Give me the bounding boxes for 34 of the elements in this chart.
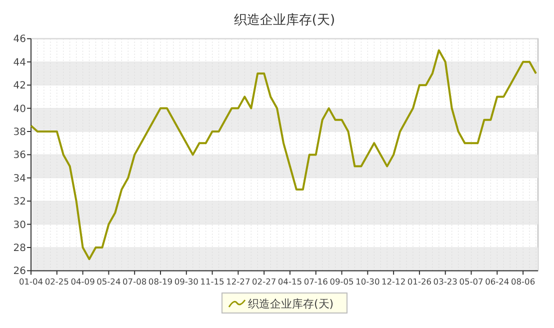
line-series: [30, 49, 537, 260]
x-tick-label: 12-12: [382, 276, 406, 287]
x-tick-label: 09-30: [174, 276, 198, 287]
x-tick-label: 05-07: [459, 276, 484, 287]
x-tick-label: 04-15: [278, 276, 302, 287]
x-tick-label: 07-16: [304, 276, 328, 287]
x-tick-label: 01-26: [407, 276, 432, 287]
chart-title: 织造企业库存(天): [234, 13, 336, 28]
y-tick-label: 34: [13, 173, 26, 184]
y-tick-label: 40: [13, 104, 26, 115]
x-tick-label: 05-24: [96, 276, 121, 287]
y-tick-label: 26: [13, 266, 26, 278]
x-tick-label: 10-30: [356, 276, 380, 287]
x-tick-label: 08-19: [148, 276, 173, 287]
x-tick-label: 07-08: [122, 276, 147, 287]
x-tick-label: 11-15: [200, 276, 224, 287]
legend-label: 织造企业库存(天): [248, 298, 334, 310]
x-tick-label: 02-25: [44, 276, 69, 287]
y-tick-label: 30: [13, 220, 26, 231]
y-tick-label: 44: [13, 57, 26, 68]
x-tick-label: 01-04: [18, 276, 44, 287]
x-tick-label: 08-06: [510, 276, 536, 287]
y-tick-label: 32: [13, 196, 26, 208]
x-tick-label: 12-27: [226, 276, 250, 287]
x-tick-label: 06-24: [485, 276, 510, 287]
x-tick-label: 03-23: [433, 276, 458, 287]
y-tick-label: 28: [13, 243, 26, 254]
y-tick-label: 42: [13, 80, 26, 92]
y-tick-label: 36: [13, 150, 26, 162]
x-tick-label: 09-05: [330, 276, 354, 287]
y-tick-label: 46: [13, 34, 26, 46]
x-tick-label: 02-27: [252, 276, 276, 287]
y-tick-label: 38: [13, 127, 26, 138]
x-tick-label: 04-09: [70, 276, 95, 287]
